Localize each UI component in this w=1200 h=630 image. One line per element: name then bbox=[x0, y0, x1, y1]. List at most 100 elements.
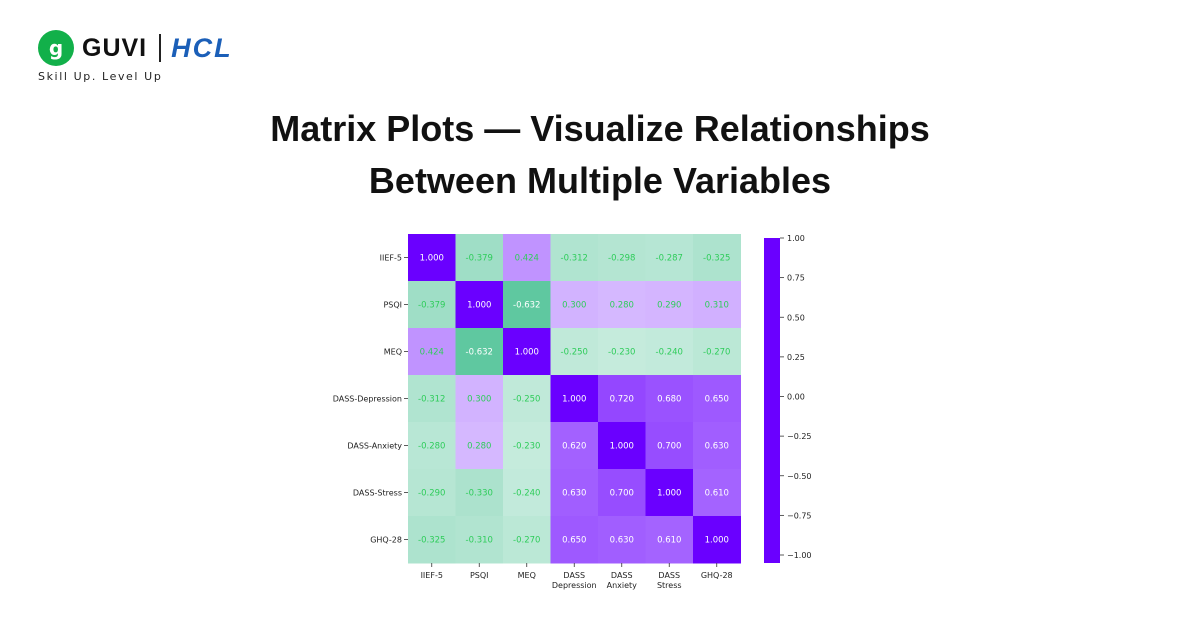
cell-value-label: -0.240 bbox=[513, 489, 540, 499]
cell-value-label: 1.000 bbox=[467, 301, 491, 311]
y-tick-label: DASS-Anxiety bbox=[347, 442, 402, 451]
colorbar-tick-label: −0.50 bbox=[787, 472, 812, 481]
cell-value-label: 0.700 bbox=[610, 489, 634, 499]
colorbar-tick-label: 0.00 bbox=[787, 393, 805, 402]
y-tick-label: PSQI bbox=[383, 301, 402, 310]
heatmap-cell bbox=[408, 375, 456, 423]
cell-value-label: 0.610 bbox=[657, 536, 681, 546]
heatmap-cell bbox=[598, 375, 646, 423]
x-tick-label: MEQ bbox=[518, 571, 536, 580]
hcl-wordmark: HCL bbox=[171, 32, 233, 63]
cell-value-label: 0.700 bbox=[657, 442, 681, 452]
heatmap-cell bbox=[693, 234, 741, 282]
cell-value-label: -0.287 bbox=[656, 254, 683, 264]
cell-value-label: 1.000 bbox=[515, 348, 539, 358]
x-tick-label: DASS Anxiety bbox=[607, 571, 638, 590]
cell-value-label: 0.650 bbox=[562, 536, 586, 546]
heatmap-cell bbox=[693, 422, 741, 470]
heatmap-cell bbox=[408, 234, 456, 282]
colorbar bbox=[764, 238, 780, 563]
cell-value-label: 0.290 bbox=[657, 301, 681, 311]
heatmap-cell bbox=[598, 516, 646, 564]
guvi-logo-icon: g bbox=[38, 30, 74, 66]
heatmap-cell bbox=[598, 281, 646, 329]
heatmap-cell bbox=[645, 422, 694, 470]
heatmap-cell bbox=[693, 516, 741, 564]
cell-value-label: -0.330 bbox=[466, 489, 493, 499]
cell-value-label: 1.000 bbox=[420, 254, 444, 264]
cell-value-label: -0.312 bbox=[561, 254, 588, 264]
cell-value-label: -0.310 bbox=[466, 536, 493, 546]
page-title: Matrix Plots — Visualize Relationships B… bbox=[0, 103, 1200, 207]
heatmap-cell bbox=[645, 281, 694, 329]
heatmap-cell bbox=[503, 234, 551, 282]
heatmap-cell bbox=[408, 281, 456, 329]
brand-tagline: Skill Up. Level Up bbox=[38, 70, 163, 83]
colorbar-tick-label: 0.75 bbox=[787, 274, 805, 283]
heatmap-cell bbox=[550, 328, 599, 376]
heatmap-cell bbox=[455, 469, 504, 517]
cell-value-label: 0.280 bbox=[610, 301, 634, 311]
heatmap-cell bbox=[455, 234, 504, 282]
cell-value-label: 0.630 bbox=[610, 536, 634, 546]
x-tick-label: IIEF-5 bbox=[421, 571, 443, 580]
colorbar-tick-label: −1.00 bbox=[787, 551, 812, 560]
cell-value-label: -0.270 bbox=[513, 536, 540, 546]
heatmap-cell bbox=[693, 469, 741, 517]
heatmap-cell bbox=[408, 422, 456, 470]
heatmap-cell bbox=[503, 375, 551, 423]
colorbar-tick-label: 1.00 bbox=[787, 234, 805, 243]
y-tick-label: MEQ bbox=[384, 348, 402, 357]
heatmap-cell bbox=[408, 328, 456, 376]
heatmap-cell bbox=[550, 375, 599, 423]
cell-value-label: 0.680 bbox=[657, 395, 681, 405]
heatmap-cell bbox=[503, 328, 551, 376]
x-tick-label: DASS Depression bbox=[552, 571, 597, 590]
y-tick-label: DASS-Stress bbox=[353, 489, 402, 498]
title-line-1: Matrix Plots — Visualize Relationships bbox=[270, 108, 930, 149]
colorbar-tick-label: −0.75 bbox=[787, 511, 812, 520]
heatmap-cell bbox=[550, 234, 599, 282]
heatmap-cell bbox=[503, 516, 551, 564]
heatmap-cell bbox=[550, 469, 599, 517]
heatmap-cell bbox=[550, 516, 599, 564]
heatmap-cell bbox=[550, 281, 599, 329]
cell-value-label: -0.298 bbox=[608, 254, 635, 264]
cell-value-label: -0.250 bbox=[513, 395, 540, 405]
y-tick-label: DASS-Depression bbox=[333, 395, 402, 404]
brand-header: g GUVI HCL Skill Up. Level Up bbox=[38, 30, 233, 83]
cell-value-label: -0.280 bbox=[418, 442, 445, 452]
heatmap-cell bbox=[645, 375, 694, 423]
x-tick-label: GHQ-28 bbox=[701, 571, 733, 580]
heatmap-cell bbox=[693, 328, 741, 376]
cell-value-label: 0.310 bbox=[705, 301, 729, 311]
heatmap-cell bbox=[455, 281, 504, 329]
heatmap-cell bbox=[503, 469, 551, 517]
heatmap-cell bbox=[598, 328, 646, 376]
cell-value-label: -0.230 bbox=[513, 442, 540, 452]
cell-value-label: 1.000 bbox=[610, 442, 634, 452]
heatmap-cell bbox=[455, 516, 504, 564]
x-tick-label: PSQI bbox=[470, 571, 489, 580]
brand-divider bbox=[159, 34, 162, 62]
heatmap-cell bbox=[503, 422, 551, 470]
heatmap-cell bbox=[645, 469, 694, 517]
cell-value-label: -0.325 bbox=[418, 536, 445, 546]
cell-value-label: 0.424 bbox=[420, 348, 444, 358]
cell-value-label: 1.000 bbox=[705, 536, 729, 546]
x-tick-label: DASS Stress bbox=[657, 571, 682, 590]
cell-value-label: -0.290 bbox=[418, 489, 445, 499]
colorbar-tick-label: 0.50 bbox=[787, 313, 805, 322]
heatmap-cell bbox=[645, 516, 694, 564]
heatmap-cell bbox=[455, 375, 504, 423]
heatmap-cell bbox=[408, 516, 456, 564]
heatmap-cell bbox=[598, 469, 646, 517]
cell-value-label: -0.325 bbox=[703, 254, 730, 264]
cell-value-label: 0.630 bbox=[562, 489, 586, 499]
cell-value-label: 1.000 bbox=[657, 489, 681, 499]
y-tick-label: GHQ-28 bbox=[370, 536, 402, 545]
cell-value-label: -0.250 bbox=[561, 348, 588, 358]
cell-value-label: 0.424 bbox=[515, 254, 539, 264]
colorbar-tick-label: 0.25 bbox=[787, 353, 805, 362]
heatmap-cell bbox=[598, 422, 646, 470]
